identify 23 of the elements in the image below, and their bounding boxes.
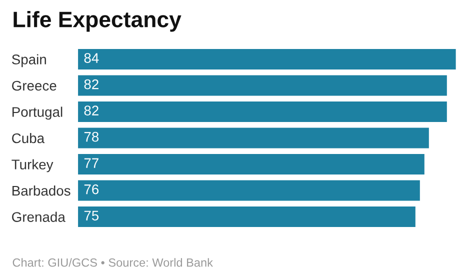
y-tick-label: Cuba bbox=[12, 132, 45, 144]
bar bbox=[78, 206, 416, 228]
text: Chart: GIU/GCS • Source: World Bank bbox=[12, 258, 213, 267]
bar bbox=[78, 154, 424, 174]
data-label: 78 bbox=[84, 132, 99, 142]
y-tick-label: Turkey bbox=[12, 159, 54, 172]
y-tick-label: Grenada bbox=[12, 212, 66, 222]
bar bbox=[78, 128, 429, 148]
bar bbox=[78, 48, 456, 70]
bar bbox=[78, 75, 447, 96]
bar bbox=[78, 102, 447, 122]
y-tick-label: Greece bbox=[12, 80, 56, 91]
y-tick-label: Barbados bbox=[12, 185, 70, 196]
data-label: 82 bbox=[84, 79, 98, 90]
bar bbox=[78, 180, 420, 201]
y-tick-label: Spain bbox=[12, 54, 46, 68]
data-label: 75 bbox=[84, 210, 99, 221]
chart-title: Life Expectancy bbox=[14, 11, 182, 32]
y-tick-label: Portugal bbox=[12, 106, 62, 120]
data-label: 76 bbox=[84, 184, 99, 194]
data-label: 84 bbox=[84, 53, 99, 63]
data-label: 82 bbox=[84, 106, 98, 116]
data-label: 77 bbox=[84, 158, 98, 168]
